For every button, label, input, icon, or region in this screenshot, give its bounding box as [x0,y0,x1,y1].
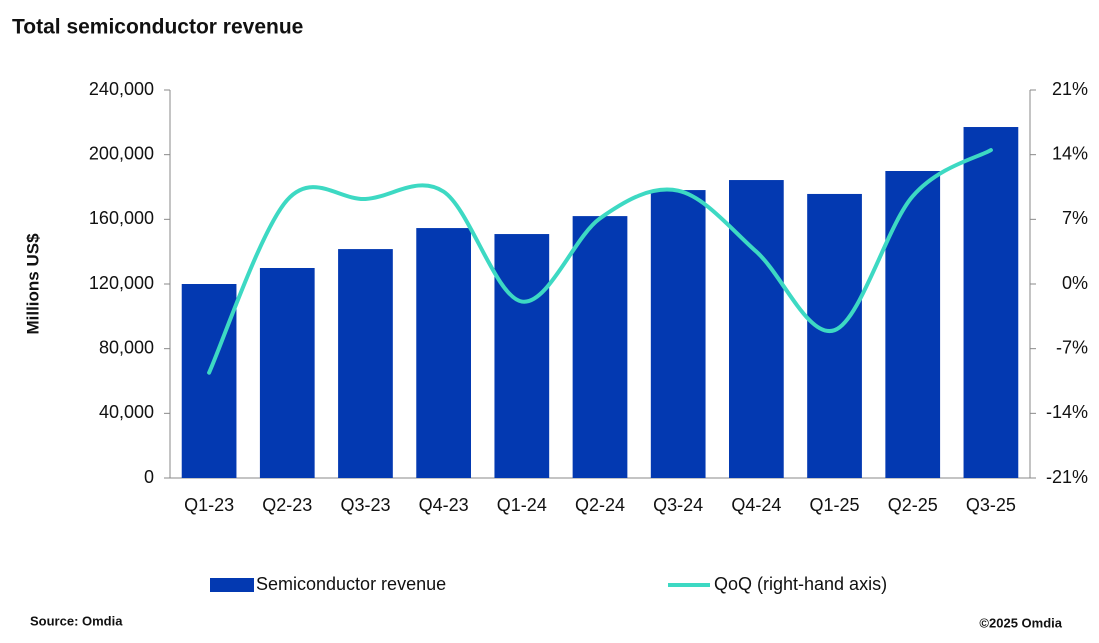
y-axis-title: Millions US$ [23,233,42,335]
x-tick-label: Q3-24 [653,495,703,515]
chart-title: Total semiconductor revenue [12,16,303,39]
y-tick-label: 0 [144,467,154,487]
bar [181,284,237,478]
x-tick-label: Q2-25 [888,495,938,515]
bar [729,180,784,478]
bar [259,267,315,478]
x-tick-label: Q3-23 [340,495,390,515]
x-tick-label: Q4-23 [419,495,469,515]
bar [416,228,471,478]
legend-label: Semiconductor revenue [256,574,446,594]
source: Source: Omdia [30,613,123,628]
bar [963,127,1019,478]
y-tick-label: 40,000 [99,402,154,422]
y2-tick-label: 21% [1052,79,1088,99]
y2-tick-label: -14% [1046,402,1088,422]
x-tick-label: Q3-25 [966,495,1016,515]
y-tick-label: 240,000 [89,79,154,99]
x-tick-label: Q1-23 [184,495,234,515]
x-tick-label: Q1-24 [497,495,547,515]
y-tick-label: 80,000 [99,337,154,357]
x-tick-label: Q2-24 [575,495,625,515]
y2-tick-label: -21% [1046,467,1088,487]
y2-tick-label: 7% [1062,208,1088,228]
bar [572,216,628,478]
line [207,148,993,375]
legend-label: QoQ (right-hand axis) [714,574,887,594]
copyright: ©2025 Omdia [979,615,1062,630]
y2-tick-label: 14% [1052,143,1088,163]
x-tick-label: Q4-24 [731,495,781,515]
y-tick-label: 120,000 [89,273,154,293]
legend-swatch [210,578,254,592]
y2-tick-label: 0% [1062,273,1088,293]
bar [807,193,862,478]
y-tick-label: 160,000 [89,208,154,228]
bar [494,234,550,478]
x-tick-label: Q1-25 [810,495,860,515]
y-tick-label: 200,000 [89,143,154,163]
bar [650,190,706,479]
bar [885,170,941,478]
y2-tick-label: -7% [1056,337,1088,357]
bar [338,249,393,478]
x-tick-label: Q2-23 [262,495,312,515]
